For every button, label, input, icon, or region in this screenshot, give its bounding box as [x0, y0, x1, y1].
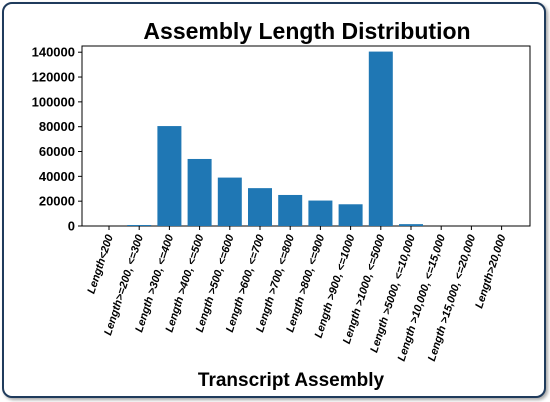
y-tick-label: 100000 — [32, 94, 75, 109]
y-tick-label: 40000 — [39, 169, 75, 184]
bar — [248, 188, 272, 226]
x-axis-label: Transcript Assembly — [198, 370, 385, 391]
x-tick-label: Length<200 — [85, 232, 116, 295]
y-tick-label: 120000 — [32, 70, 75, 85]
bar — [399, 224, 423, 226]
bar — [368, 51, 393, 226]
plot-area: 0 20000 40000 60000 80000 100000 120000 140000 L… — [32, 45, 531, 363]
axes-frame — [81, 45, 531, 227]
bar — [187, 158, 212, 226]
y-tick-label: 80000 — [39, 119, 75, 134]
y-tick-label: 0 — [68, 219, 75, 234]
y-tick-label: 60000 — [39, 144, 75, 159]
bar — [217, 177, 242, 226]
y-tick-label: 140000 — [32, 45, 75, 60]
bar — [127, 225, 152, 226]
chart-frame — [2, 2, 546, 398]
bar — [157, 126, 182, 226]
bar — [338, 204, 363, 226]
x-tick-label: Length>20,000 — [473, 232, 508, 310]
bar — [308, 200, 333, 226]
chart-title: Assembly Length Distribution — [143, 18, 470, 44]
bar — [278, 194, 303, 226]
y-tick-label: 20000 — [39, 194, 75, 209]
